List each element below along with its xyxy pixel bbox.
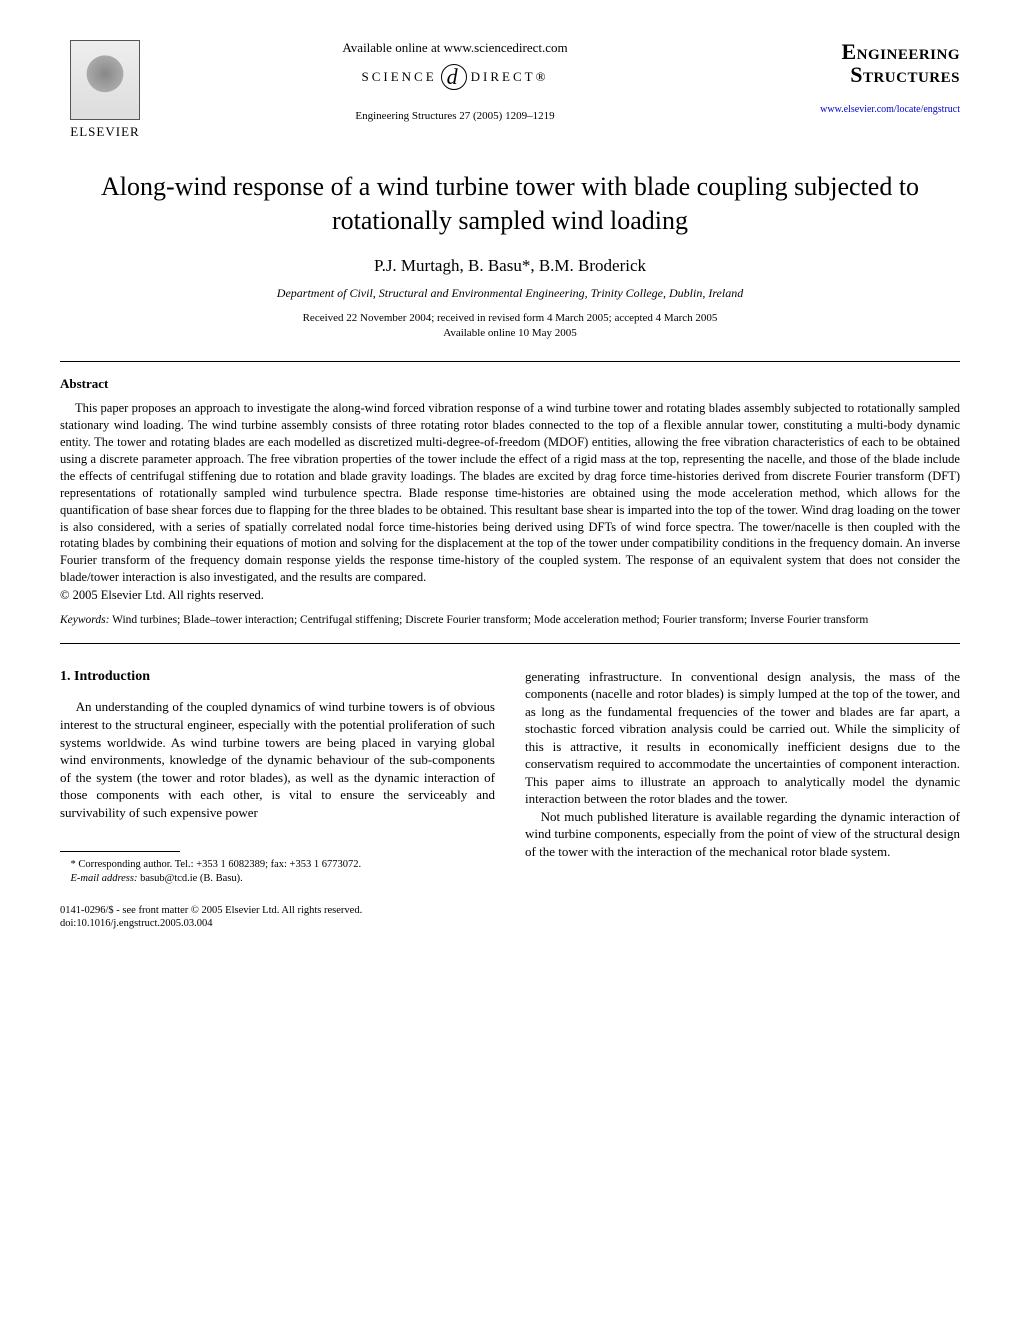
journal-title-line2: Structures [760,63,960,86]
footnote-email-value: basub@tcd.ie (B. Basu). [137,873,242,884]
intro-paragraph-1-cont: generating infrastructure. In convention… [525,668,960,808]
sciencedirect-left: SCIENCE [362,69,437,85]
header-center: Available online at www.sciencedirect.co… [150,40,760,122]
header-row: ELSEVIER Available online at www.science… [60,40,960,140]
journal-title-line1: Engineering [760,40,960,63]
paper-title: Along-wind response of a wind turbine to… [60,170,960,238]
rule-top [60,361,960,362]
sciencedirect-logo: SCIENCE d DIRECT® [170,64,740,90]
footnote-email: E-mail address: basub@tcd.ie (B. Basu). [60,872,495,886]
footer-doi: doi:10.1016/j.engstruct.2005.03.004 [60,917,495,931]
column-left: 1. Introduction An understanding of the … [60,668,495,931]
journal-url[interactable]: www.elsevier.com/locate/engstruct [760,104,960,115]
abstract-copyright: © 2005 Elsevier Ltd. All rights reserved… [60,588,960,603]
footnote-corresponding: * Corresponding author. Tel.: +353 1 608… [60,858,495,872]
journal-brand: Engineering Structures www.elsevier.com/… [760,40,960,115]
available-online-text: Available online at www.sciencedirect.co… [170,40,740,56]
abstract-section: Abstract This paper proposes an approach… [60,376,960,628]
elsevier-tree-icon [70,40,140,120]
section-heading-intro: 1. Introduction [60,668,495,687]
dates-online: Available online 10 May 2005 [60,326,960,341]
authors: P.J. Murtagh, B. Basu*, B.M. Broderick [60,256,960,276]
footer-issn: 0141-0296/$ - see front matter © 2005 El… [60,904,495,918]
abstract-text: This paper proposes an approach to inves… [60,400,960,586]
sciencedirect-d-icon: d [441,64,467,90]
keywords-text: Wind turbines; Blade–tower interaction; … [109,614,868,626]
footnote-separator [60,851,180,852]
keywords-label: Keywords: [60,614,109,626]
footnote-email-label: E-mail address: [71,873,138,884]
journal-title: Engineering Structures [760,40,960,86]
publisher-name: ELSEVIER [70,124,139,140]
citation-line: Engineering Structures 27 (2005) 1209–12… [170,110,740,122]
sciencedirect-right: DIRECT® [471,69,549,85]
column-right: generating infrastructure. In convention… [525,668,960,931]
body-columns: 1. Introduction An understanding of the … [60,668,960,931]
abstract-heading: Abstract [60,376,960,392]
affiliation: Department of Civil, Structural and Envi… [60,286,960,301]
footer-meta: 0141-0296/$ - see front matter © 2005 El… [60,904,495,931]
dates-received: Received 22 November 2004; received in r… [60,311,960,326]
intro-paragraph-1: An understanding of the coupled dynamics… [60,698,495,821]
intro-paragraph-2: Not much published literature is availab… [525,808,960,861]
dates-block: Received 22 November 2004; received in r… [60,311,960,342]
keywords-line: Keywords: Wind turbines; Blade–tower int… [60,613,960,629]
rule-bottom [60,643,960,644]
publisher-logo-block: ELSEVIER [60,40,150,140]
